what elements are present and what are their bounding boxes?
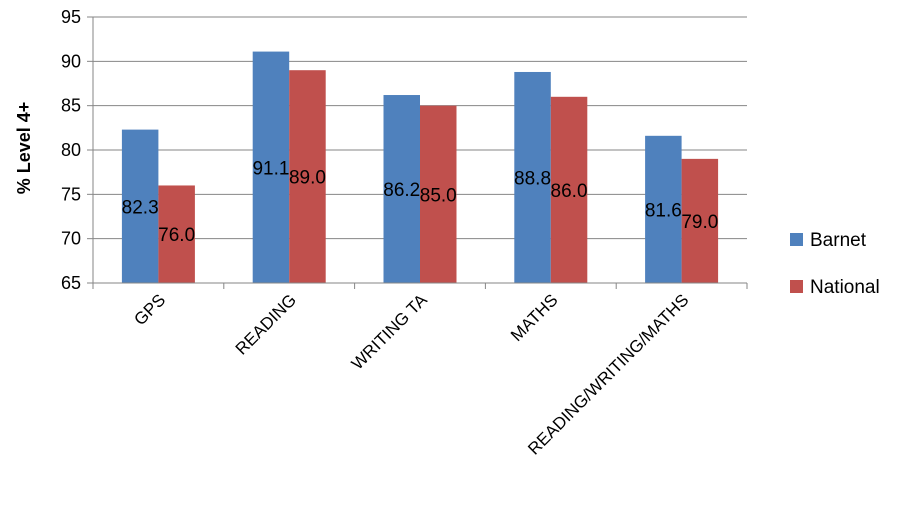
y-tick-label: 95 (61, 7, 81, 27)
y-tick-label: 75 (61, 184, 81, 204)
y-tick-label: 90 (61, 51, 81, 71)
axes (92, 17, 748, 289)
bar-national (158, 185, 195, 283)
y-tick-label: 80 (61, 140, 81, 160)
x-category-label: GPS (130, 290, 169, 329)
data-label: 85.0 (420, 185, 457, 206)
bar-national (420, 105, 457, 284)
bar-barnet (645, 135, 682, 283)
x-category-label: MATHS (507, 290, 562, 345)
data-label: 79.0 (681, 212, 718, 233)
legend-swatch-national (790, 280, 803, 293)
bar-barnet (383, 95, 420, 283)
legend-label-barnet: Barnet (810, 230, 867, 251)
bar-national (681, 158, 719, 283)
bar-barnet (514, 71, 551, 284)
x-category-label: READING (232, 290, 300, 358)
bars (121, 51, 719, 284)
legend-label-national: National (810, 277, 880, 298)
y-axis-ticks: 65 70 75 80 85 90 95 (61, 7, 93, 293)
bar-barnet (252, 51, 290, 283)
x-category-label: WRITING TA (348, 290, 432, 374)
bar-national (550, 96, 588, 283)
y-tick-label: 65 (61, 273, 81, 293)
data-label: 81.6 (645, 200, 682, 221)
bar-barnet (121, 129, 159, 283)
bar-national (289, 70, 326, 283)
data-label: 89.0 (289, 168, 326, 189)
data-label: 88.8 (514, 168, 551, 189)
legend: Barnet National (790, 230, 880, 298)
data-label: 76.0 (158, 225, 195, 246)
data-label: 86.2 (383, 180, 420, 201)
x-axis-categories: GPS READING WRITING TA MATHSREADING/WRITING… (130, 290, 692, 459)
data-label: 82.3 (122, 197, 159, 218)
y-tick-label: 85 (61, 96, 81, 116)
data-label: 86.0 (551, 181, 588, 202)
y-axis-title: % Level 4+ (14, 102, 34, 195)
data-label: 91.1 (252, 158, 289, 179)
legend-swatch-barnet (790, 233, 803, 246)
y-tick-label: 70 (61, 229, 81, 249)
data-labels: 82.3 76.0 91.1 89.0 86.2 85.0 88.886.0 81.679.0 (122, 158, 719, 246)
